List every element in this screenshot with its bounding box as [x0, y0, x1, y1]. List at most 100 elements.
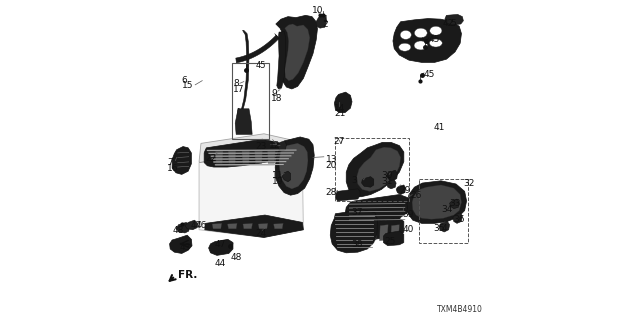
Text: 9: 9: [271, 89, 277, 98]
Polygon shape: [316, 15, 326, 28]
Polygon shape: [204, 139, 300, 167]
Ellipse shape: [400, 30, 412, 39]
Polygon shape: [199, 134, 303, 163]
Polygon shape: [277, 31, 285, 89]
Polygon shape: [445, 14, 463, 25]
Text: 13: 13: [326, 155, 337, 164]
Polygon shape: [380, 225, 388, 241]
Text: 31: 31: [381, 177, 393, 186]
Polygon shape: [282, 171, 291, 182]
Polygon shape: [357, 147, 401, 191]
Polygon shape: [214, 161, 285, 163]
Polygon shape: [236, 35, 279, 63]
Polygon shape: [207, 150, 296, 151]
Text: 35: 35: [434, 224, 445, 233]
Text: 1: 1: [323, 15, 328, 24]
Ellipse shape: [414, 41, 428, 50]
Text: 44: 44: [215, 259, 227, 268]
Polygon shape: [298, 147, 313, 167]
Text: 38: 38: [351, 240, 363, 249]
Polygon shape: [255, 151, 262, 163]
Text: 10: 10: [312, 6, 323, 15]
Polygon shape: [243, 223, 253, 229]
Text: 29: 29: [399, 186, 411, 195]
Text: 41: 41: [434, 123, 445, 132]
Text: 43: 43: [180, 243, 191, 252]
Polygon shape: [176, 222, 189, 233]
Polygon shape: [280, 151, 288, 163]
Text: 14: 14: [334, 104, 346, 113]
Text: 16: 16: [167, 164, 179, 173]
Polygon shape: [393, 19, 461, 62]
Text: 22: 22: [205, 154, 217, 163]
Text: 25: 25: [384, 237, 396, 246]
Polygon shape: [335, 189, 360, 201]
Polygon shape: [275, 34, 281, 41]
Text: 37: 37: [351, 208, 363, 217]
Polygon shape: [407, 181, 467, 223]
Polygon shape: [212, 158, 288, 160]
Polygon shape: [228, 151, 236, 163]
Ellipse shape: [430, 26, 442, 35]
Text: 45: 45: [428, 35, 440, 44]
Text: 2: 2: [323, 20, 328, 29]
Text: 19: 19: [272, 177, 284, 186]
Polygon shape: [274, 223, 283, 229]
Polygon shape: [172, 147, 191, 174]
Polygon shape: [348, 218, 404, 242]
Text: TXM4B4910: TXM4B4910: [437, 305, 483, 314]
Text: 48: 48: [231, 253, 243, 262]
Polygon shape: [211, 156, 291, 157]
Text: 11: 11: [272, 171, 284, 180]
Polygon shape: [396, 185, 406, 195]
Polygon shape: [199, 153, 303, 237]
Polygon shape: [450, 199, 460, 209]
Text: 26: 26: [410, 191, 422, 200]
Text: 7: 7: [167, 158, 173, 167]
Polygon shape: [453, 213, 462, 223]
Polygon shape: [209, 239, 233, 255]
Text: 4: 4: [442, 224, 447, 233]
Polygon shape: [242, 151, 250, 163]
Text: 33: 33: [450, 199, 461, 208]
Bar: [232, 63, 269, 139]
Text: 47: 47: [191, 221, 202, 230]
Text: 20: 20: [326, 161, 337, 170]
Polygon shape: [412, 185, 461, 219]
Polygon shape: [259, 223, 268, 229]
Polygon shape: [285, 24, 310, 81]
Text: 3: 3: [351, 176, 357, 185]
Polygon shape: [362, 177, 374, 187]
Polygon shape: [215, 151, 223, 163]
Polygon shape: [205, 215, 303, 237]
Text: 6: 6: [182, 76, 188, 85]
Text: 40: 40: [403, 225, 414, 234]
Polygon shape: [369, 225, 377, 241]
Text: 28: 28: [326, 188, 337, 197]
Ellipse shape: [429, 39, 442, 47]
Bar: [335, 138, 409, 201]
Polygon shape: [357, 225, 366, 241]
Text: 42: 42: [442, 19, 454, 28]
Polygon shape: [330, 210, 378, 253]
Polygon shape: [345, 195, 409, 225]
Polygon shape: [215, 164, 283, 166]
Text: 36: 36: [453, 215, 464, 224]
Polygon shape: [209, 153, 293, 154]
Polygon shape: [387, 170, 397, 181]
Text: 34: 34: [442, 205, 453, 214]
Text: 39: 39: [403, 210, 414, 219]
Polygon shape: [237, 30, 249, 122]
Polygon shape: [278, 141, 287, 151]
Polygon shape: [383, 231, 404, 246]
Polygon shape: [276, 15, 317, 89]
Text: 24: 24: [255, 229, 267, 238]
Text: 46: 46: [196, 221, 207, 230]
Text: 30: 30: [381, 171, 393, 180]
Polygon shape: [346, 142, 404, 197]
Text: 8: 8: [233, 79, 239, 88]
Polygon shape: [439, 221, 450, 232]
Polygon shape: [212, 223, 222, 229]
Text: 15: 15: [182, 81, 193, 90]
Ellipse shape: [415, 28, 428, 38]
